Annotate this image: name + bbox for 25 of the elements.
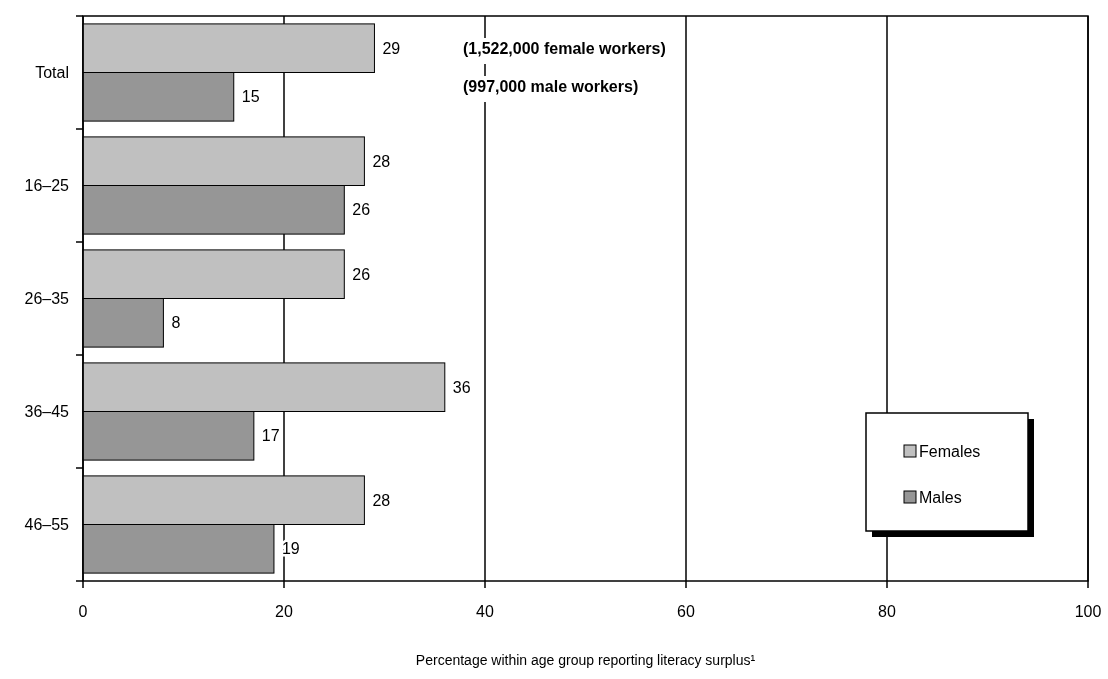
legend-label: Males — [919, 488, 962, 506]
y-tick-label: 46–55 — [24, 516, 70, 534]
data-label: 36 — [452, 378, 471, 396]
data-label: 26 — [352, 201, 371, 219]
y-tick-label: 16–25 — [24, 177, 70, 195]
y-tick-label: 26–35 — [24, 290, 70, 308]
y-tick-label: Total — [35, 64, 69, 82]
legend-label: Females — [919, 442, 981, 460]
x-tick-label: 60 — [677, 603, 695, 620]
annotation: (997,000 male workers) — [463, 78, 639, 95]
x-axis-title: Percentage within age group reporting literacy surplus¹ — [415, 652, 756, 668]
x-tick-label: 40 — [476, 603, 494, 620]
x-tick-label: 0 — [78, 603, 88, 620]
annotation: (1,522,000 female workers) — [463, 40, 666, 57]
data-label: 28 — [372, 491, 391, 509]
data-label: 28 — [372, 152, 391, 170]
data-label: 26 — [352, 265, 371, 283]
y-tick-label: 36–45 — [24, 403, 70, 421]
x-tick-label: 100 — [1074, 603, 1102, 620]
data-label: 8 — [171, 314, 181, 332]
x-tick-label: 20 — [275, 603, 293, 620]
x-tick-label: 80 — [878, 603, 896, 620]
data-label: 17 — [261, 427, 280, 445]
data-label: 29 — [382, 39, 401, 57]
data-label: 15 — [241, 88, 260, 106]
